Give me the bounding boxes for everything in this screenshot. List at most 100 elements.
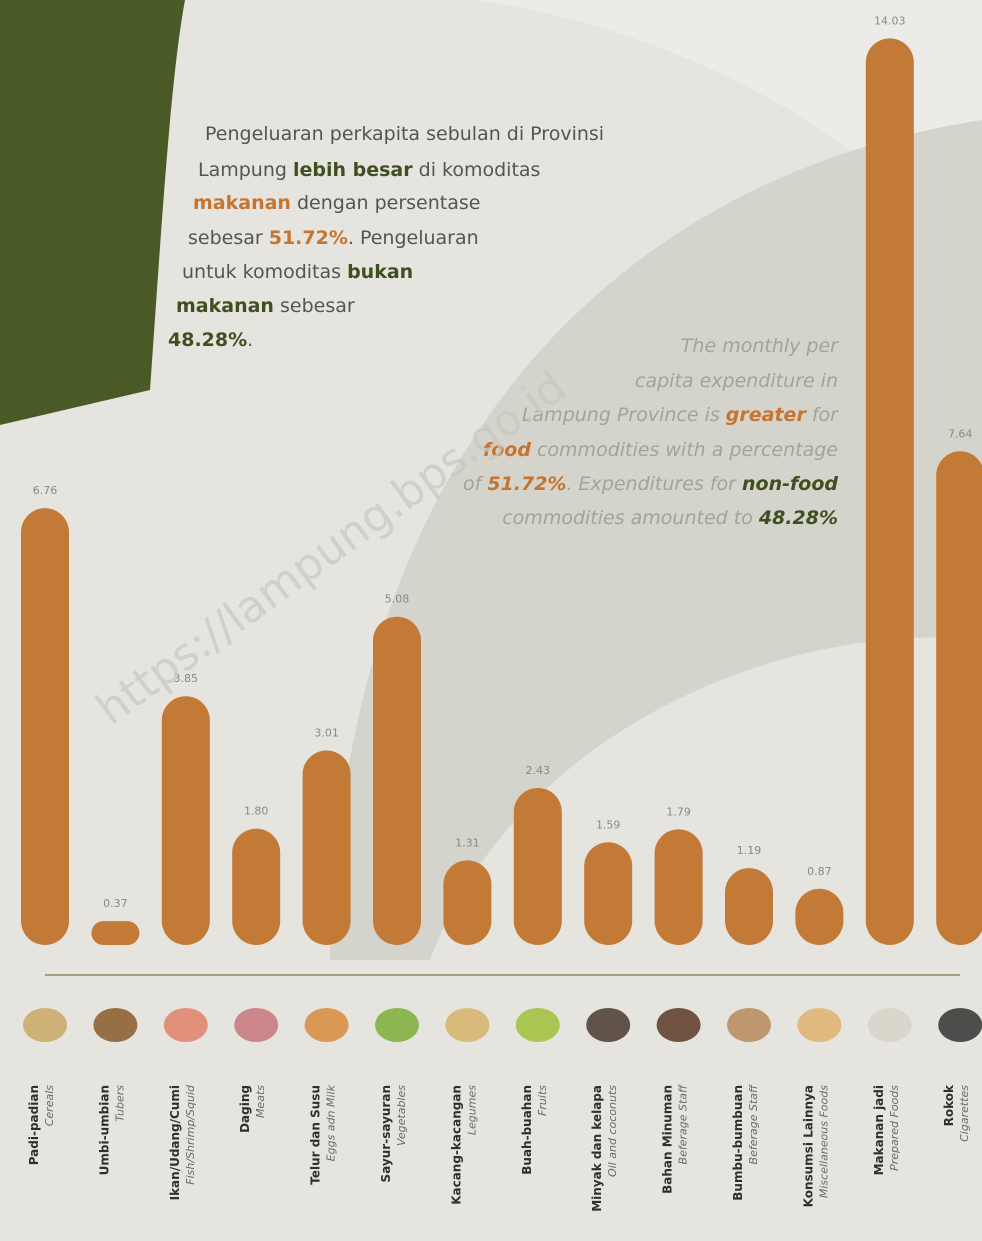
annotation-segment: commodities amounted to <box>502 507 759 529</box>
category-icon <box>23 1008 67 1042</box>
category-translation: Tubers <box>113 1085 126 1122</box>
annotation-segment: Lampung <box>198 159 293 181</box>
annotation-en-line: commodities amounted to 48.28% <box>502 507 838 529</box>
category-label: Bahan Minuman <box>661 1085 675 1194</box>
bar <box>443 860 492 945</box>
annotation-id-line: 48.28%. <box>168 329 253 351</box>
annotation-segment: untuk komoditas <box>182 261 347 283</box>
category-translation: Fish/Shrimp/Squid <box>184 1084 197 1185</box>
annotation-segment: Pengeluaran perkapita sebulan di Provins… <box>205 123 604 145</box>
bar <box>161 696 210 945</box>
annotation-id-line: untuk komoditas bukan <box>182 261 413 283</box>
category-icon <box>234 1008 279 1042</box>
value-label: 7.64 <box>948 427 973 440</box>
annotation-segment: 48.28% <box>758 507 838 529</box>
category-translation: Eggs adn Milk <box>325 1084 338 1161</box>
annotation-segment: dengan persentase <box>291 192 481 214</box>
annotation-en-line: capita expenditure in <box>635 370 838 392</box>
annotation-segment: sebesar <box>188 227 269 249</box>
annotation-segment: di komoditas <box>413 159 541 181</box>
value-label: 1.31 <box>455 836 480 849</box>
annotation-segment: food <box>483 439 531 461</box>
category-icon <box>304 1008 349 1042</box>
annotation-segment: 51.72% <box>269 227 348 249</box>
category-label: Minyak dan kelapa <box>590 1085 604 1212</box>
bar <box>21 508 69 945</box>
bar <box>232 828 281 945</box>
category-translation: Fruits <box>536 1085 549 1116</box>
bar <box>936 451 982 945</box>
value-label: 0.37 <box>103 897 128 910</box>
category-label: Bumbu-bumbuan <box>731 1085 745 1201</box>
value-label: 2.43 <box>526 764 551 777</box>
category-translation: Vegetables <box>395 1085 408 1146</box>
value-label: 6.76 <box>33 484 58 497</box>
category-icon <box>515 1008 560 1042</box>
gray-arc <box>330 120 982 960</box>
annotation-segment: capita expenditure in <box>635 370 838 392</box>
bar <box>373 616 421 945</box>
category-label: Telur dan Susu <box>309 1085 323 1185</box>
annotation-segment: makanan <box>193 192 291 214</box>
category-translation: Legumes <box>465 1085 478 1135</box>
annotation-id-line: sebesar 51.72%. Pengeluaran <box>188 227 479 249</box>
bar <box>725 868 773 945</box>
bars: 6.76 0.37 3.85 1.80 3.01 5.08 1.31 2.43 1.59 1.79… <box>21 14 982 946</box>
category-label: Konsumsi Lainnya <box>801 1085 815 1207</box>
light-arc <box>300 0 982 300</box>
annotation-segment: non-food <box>742 473 838 495</box>
annotation-segment: makanan <box>176 295 274 317</box>
annotation-en-line: food commodities with a percentage <box>483 439 838 461</box>
category-translation: Beferage Staff <box>747 1084 760 1165</box>
value-label: 14.03 <box>874 14 906 27</box>
value-label: 5.08 <box>385 593 410 606</box>
bar <box>865 38 914 946</box>
annotation-segment: for <box>806 404 839 426</box>
value-label: 0.87 <box>807 865 832 878</box>
annotation-segment: . Pengeluaran <box>348 227 479 249</box>
bar <box>513 787 562 945</box>
category-label: Sayur-sayuran <box>379 1085 393 1182</box>
category-icon <box>375 1008 419 1042</box>
annotation-segment: . <box>247 329 253 351</box>
category-icon <box>867 1008 912 1042</box>
annotation-segment: 48.28% <box>168 329 247 351</box>
category-icon <box>797 1008 842 1042</box>
value-label: 1.79 <box>666 805 691 818</box>
annotation-segment: The monthly per <box>681 335 839 357</box>
category-translation: Beferage Staff <box>677 1084 690 1165</box>
annotation-segment: of <box>463 473 487 495</box>
category-icon <box>586 1008 631 1042</box>
green-shape <box>0 0 185 425</box>
annotation-segment: greater <box>726 404 808 426</box>
category-icon <box>445 1008 490 1042</box>
annotation-id-line: Pengeluaran perkapita sebulan di Provins… <box>205 123 604 145</box>
category-translation: Oil and coconuts <box>606 1085 619 1177</box>
category-translation: Cereals <box>43 1085 56 1127</box>
category-label: Buah-buahan <box>520 1085 534 1175</box>
category-icon <box>938 1008 982 1042</box>
bar <box>654 829 703 945</box>
icons <box>23 1008 982 1042</box>
category-label: Padi-padian <box>27 1085 41 1165</box>
annotation-segment: 51.72% <box>487 473 566 495</box>
category-icon <box>163 1008 208 1042</box>
category-translation: Prepared Foods <box>888 1085 901 1171</box>
category-label: Makanan jadi <box>872 1085 886 1175</box>
annotation-id-line: makanan sebesar <box>176 295 355 317</box>
value-label: 3.85 <box>174 672 199 685</box>
annotation-en-line: of 51.72%. Expenditures for non-food <box>463 473 838 495</box>
value-label: 3.01 <box>314 726 339 739</box>
bar <box>91 921 140 945</box>
category-labels: Padi-padian Cereals Umbi-umbian Tubers Ikan/… <box>27 1084 971 1212</box>
category-label: Ikan/Udang/Cumi <box>168 1085 182 1200</box>
annotation-segment: sebesar <box>274 295 355 317</box>
category-label: Daging <box>238 1085 252 1133</box>
value-label: 1.80 <box>244 805 269 818</box>
category-icon <box>656 1008 701 1042</box>
bar <box>302 750 351 945</box>
category-icon <box>93 1008 138 1042</box>
category-label: Kacang-kacangan <box>449 1085 463 1205</box>
annotation-segment: bukan <box>347 261 413 283</box>
